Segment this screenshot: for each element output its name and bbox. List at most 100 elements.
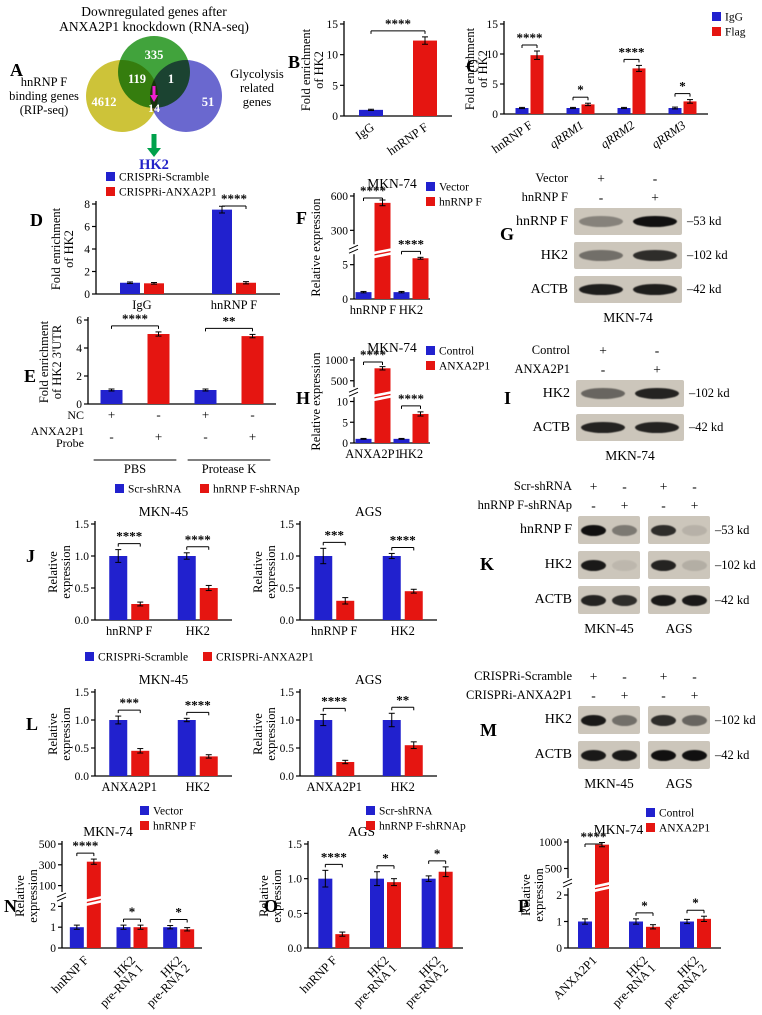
blot-box bbox=[574, 208, 682, 235]
chart-title: MKN-45 bbox=[139, 504, 189, 519]
blot-lane bbox=[628, 242, 682, 269]
blot-lane bbox=[578, 516, 609, 544]
protein-band bbox=[635, 388, 679, 399]
panel-letter-g: G bbox=[500, 224, 515, 244]
axis-break bbox=[350, 387, 358, 398]
label-line: hnRNP F bbox=[385, 120, 431, 158]
axis-break-mark bbox=[348, 391, 359, 397]
axis-break bbox=[350, 244, 358, 255]
tick-label: 1 bbox=[556, 917, 562, 929]
panel-letter-d: D bbox=[30, 210, 43, 230]
tick-label: 1.0 bbox=[75, 715, 90, 727]
tick-label: 300 bbox=[331, 225, 349, 237]
tick-label: 1000 bbox=[539, 837, 562, 849]
y-axis-title: Fold enrichment bbox=[49, 207, 63, 290]
legend-swatch bbox=[426, 197, 435, 206]
y-axis-title: expression bbox=[264, 545, 278, 599]
blot-condition-label: Vector bbox=[535, 171, 568, 185]
bar bbox=[530, 55, 544, 114]
x-category-label: hnRNP F bbox=[311, 624, 357, 638]
label-line: IgG bbox=[353, 120, 377, 143]
bar bbox=[438, 871, 453, 948]
panel-a-venn: Downregulated genes after ANXA2P1 knockdo… bbox=[4, 2, 296, 174]
molecular-weight-label: 53 kd bbox=[682, 214, 721, 229]
axis-break-mark bbox=[56, 896, 67, 902]
blot-header-row: CRISPRi-ANXA2P1 - + - + bbox=[466, 687, 762, 704]
blot-box bbox=[576, 380, 684, 407]
axis-break bbox=[564, 878, 572, 889]
blot-lane bbox=[630, 380, 684, 407]
legend-swatch bbox=[426, 346, 435, 355]
legend-swatch bbox=[646, 823, 655, 832]
bar bbox=[393, 438, 410, 443]
group-label: Protease K bbox=[202, 462, 257, 476]
blot-box bbox=[574, 242, 682, 269]
bar bbox=[335, 934, 350, 948]
y-axis-title: expression bbox=[264, 707, 278, 761]
bar bbox=[595, 844, 609, 948]
panel-letter-k: K bbox=[480, 554, 495, 574]
x-category-label: qRRM3 bbox=[649, 118, 688, 151]
x-category-label: ANXA2P1 bbox=[345, 447, 401, 461]
sig-stars: **** bbox=[221, 191, 247, 206]
panel-letter-p: P bbox=[518, 896, 529, 916]
chart-title: AGS bbox=[355, 672, 382, 687]
panel-p-chart: 0 1 2 500 1000 Relative expression **** * * ANXA2P… bbox=[518, 808, 733, 1010]
legend-swatch bbox=[140, 821, 149, 830]
protein-label: hnRNP F bbox=[515, 213, 568, 229]
lane-symbol: - bbox=[591, 687, 596, 703]
bar bbox=[629, 921, 643, 948]
tick-label: 1.0 bbox=[280, 551, 295, 563]
bar bbox=[566, 108, 580, 114]
tick-label: 1000 bbox=[325, 355, 348, 367]
protein-band bbox=[633, 216, 677, 227]
blot-lane bbox=[609, 551, 640, 579]
blot-box bbox=[578, 551, 640, 579]
chart-title: MKN-45 bbox=[139, 672, 189, 687]
protein-label: hnRNP F bbox=[519, 522, 572, 537]
legend-swatch bbox=[366, 806, 375, 815]
sig-stars: **** bbox=[185, 532, 211, 547]
y-axis-title: expression bbox=[270, 869, 284, 923]
blot-box bbox=[648, 741, 710, 769]
axis-break bbox=[58, 892, 66, 903]
tick-label: 0.5 bbox=[280, 583, 295, 595]
tick-label: 0.0 bbox=[75, 771, 90, 783]
legend-label: Flag bbox=[725, 27, 746, 39]
protein-band bbox=[682, 524, 707, 536]
legend-swatch bbox=[366, 821, 375, 830]
tick-label: 10 bbox=[327, 50, 339, 62]
x-category-label: HK2 bbox=[391, 624, 415, 638]
blot-band-row: HK2 102 kd bbox=[466, 551, 762, 579]
venn-right-label: Glycolysis bbox=[230, 67, 284, 81]
blot-lane bbox=[679, 516, 710, 544]
blot-box bbox=[578, 706, 640, 734]
bar-break-mark bbox=[372, 251, 393, 259]
sig-stars: **** bbox=[385, 16, 411, 31]
bar bbox=[581, 104, 595, 114]
bar bbox=[336, 762, 355, 776]
panel-letter-b: B bbox=[288, 52, 301, 72]
venn-right-label: related bbox=[240, 81, 275, 95]
lane-symbol: + bbox=[690, 497, 699, 513]
lane-symbols: + - bbox=[576, 343, 684, 359]
chart-D: 0 2 4 6 8 Fold enrichment of HK2 **** IgG hnRNP F… bbox=[49, 172, 280, 312]
tick-label: 0.5 bbox=[75, 743, 90, 755]
legend-label: ANXA2P1 bbox=[439, 361, 490, 373]
legend-swatch bbox=[140, 806, 149, 815]
tick-label: 5 bbox=[332, 80, 338, 92]
green-arrow-head bbox=[147, 148, 161, 157]
protein-label: HK2 bbox=[544, 557, 572, 572]
sig-stars: **** bbox=[581, 829, 607, 844]
x-category-label: ANXA2P1 bbox=[306, 780, 362, 794]
chart-title: MKN-74 bbox=[83, 824, 133, 839]
panel-letter-a: A bbox=[10, 60, 23, 80]
chart-B: 0 5 10 15 Fold enrichment of HK2 **** IgG hnRNP … bbox=[299, 16, 452, 158]
lane-symbols: - + bbox=[576, 362, 684, 378]
legend-swatch bbox=[426, 361, 435, 370]
panel-i-blot: Control+-ANXA2P1-+HK2102 kdACTB42 kdMKN-… bbox=[498, 342, 760, 464]
tick-label: 300 bbox=[39, 860, 57, 872]
blot-lane bbox=[679, 586, 710, 614]
